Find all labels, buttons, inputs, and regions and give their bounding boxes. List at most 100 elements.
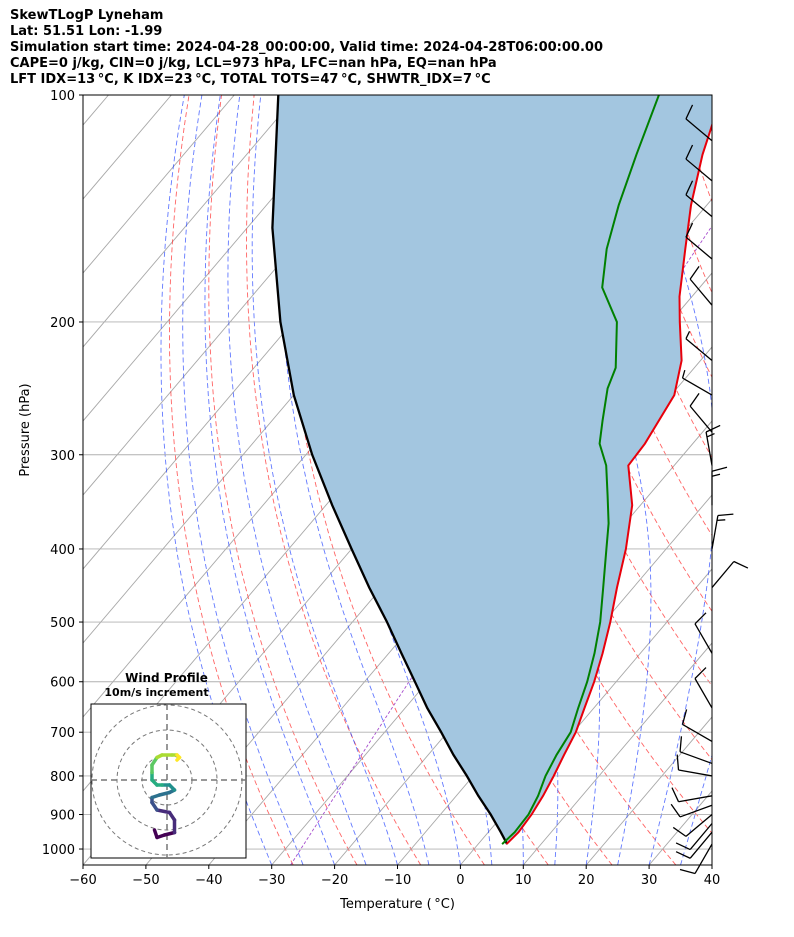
barb-staff: [685, 194, 713, 218]
wind-barb: [689, 393, 713, 433]
moist-adiabat-line: [711, 863, 712, 865]
barb-half-flag: [706, 432, 715, 438]
barb-flag: [671, 787, 680, 802]
hodograph-segment: [175, 755, 182, 762]
location-line: Lat: 51.51 Lon: -1.99: [10, 24, 163, 39]
moist-adiabat-line: [182, 95, 304, 865]
moist-adiabat-line: [251, 95, 398, 865]
moist-adiabat-line: [227, 95, 367, 865]
barb-flag: [685, 222, 694, 238]
wind-barb: [675, 823, 713, 851]
y-tick-label: 700: [50, 726, 75, 741]
y-tick-label: 400: [50, 543, 75, 558]
barb-flag: [685, 180, 694, 196]
moist-adiabat-line: [277, 95, 430, 865]
barb-flag: [681, 709, 688, 725]
dry-adiabat-line: [677, 95, 712, 203]
cape-cin-shading: [272, 95, 712, 845]
wind-barb: [694, 667, 713, 709]
y-axis-label: Pressure (hPa): [18, 383, 33, 476]
barb-staff: [705, 431, 713, 466]
barb-staff: [689, 823, 713, 850]
barb-flag: [717, 513, 734, 517]
x-tick-label: −30: [258, 873, 285, 888]
dry-adiabat-line: [743, 95, 794, 865]
barb-half-flag: [716, 519, 726, 522]
wind-barb: [705, 424, 721, 466]
wind-barb: [685, 180, 713, 218]
barb-staff: [685, 236, 713, 260]
y-tick-label: 600: [50, 676, 75, 691]
x-tick-label: 30: [641, 873, 658, 888]
wind-barb: [685, 144, 713, 182]
barb-half-flag: [685, 331, 691, 339]
time-line: Simulation start time: 2024-04-28_00:00:…: [10, 40, 603, 55]
barb-flag: [685, 144, 694, 160]
isotherm-line: [585, 716, 712, 865]
dry-adiabat-line: [246, 95, 422, 865]
y-tick-label: 500: [50, 616, 75, 631]
barb-flag: [694, 612, 707, 625]
barb-flag: [689, 266, 700, 280]
isotherm-line: [711, 864, 712, 865]
x-tick-label: 40: [704, 873, 721, 888]
x-tick-label: −60: [69, 873, 96, 888]
cape-line: CAPE=0 j/kg, CIN=0 j/kg, LCL=973 hPa, LF…: [10, 56, 497, 71]
dry-adiabat-line: [775, 95, 794, 865]
wind-barb: [671, 787, 713, 803]
barb-staff: [694, 678, 713, 709]
barb-staff: [685, 118, 713, 142]
dry-adiabat-line: [169, 95, 294, 865]
wind-barb: [685, 104, 713, 142]
y-tick-label: 900: [50, 809, 75, 824]
wind-barb: [681, 369, 713, 396]
dry-adiabat-line: [709, 95, 712, 103]
barb-staff: [685, 338, 713, 362]
barb-staff: [689, 831, 713, 859]
wind-barb: [675, 831, 713, 859]
hodograph-title: Wind Profile: [125, 671, 208, 685]
wind-barb: [679, 843, 713, 875]
barb-staff: [685, 158, 713, 182]
barb-flag: [694, 667, 707, 679]
axes: −60 −50 −40 −30 −20 −10 0 10 20 30 40 1000 900 800 700…: [18, 89, 720, 912]
x-tick-label: 10: [515, 873, 532, 888]
wind-barb: [711, 560, 749, 588]
x-axis-label: Temperature ( °C): [339, 897, 455, 912]
chart-title: SkewTLogP Lyneham: [10, 8, 164, 23]
x-tick-label: −10: [384, 873, 411, 888]
profile-lines: [271, 95, 712, 845]
moist-adiabat-line: [680, 753, 712, 865]
barb-staff: [689, 405, 713, 433]
barb-staff: [711, 561, 735, 588]
barb-flag: [711, 466, 728, 472]
wind-barb: [672, 814, 713, 837]
y-tick-label: 1000: [42, 843, 75, 858]
isotherm-line: [83, 95, 298, 348]
y-tick-label: 300: [50, 449, 75, 464]
wind-barb: [681, 709, 713, 743]
wind-barb: [685, 331, 713, 362]
isotherm-line: [83, 95, 235, 274]
x-tick-label: 0: [456, 873, 464, 888]
hodograph-plot: [91, 704, 246, 858]
barb-staff: [685, 814, 713, 837]
temperature-line: [505, 122, 712, 845]
wind-barb: [676, 754, 713, 777]
barb-flag: [685, 104, 694, 120]
wind-barb: [711, 513, 734, 550]
hodograph-segment: [155, 808, 172, 815]
isotherm-line: [83, 95, 361, 422]
isotherm-line: [522, 642, 712, 865]
parcel-line: [271, 95, 509, 845]
barb-flag: [679, 868, 696, 875]
barb-staff: [694, 623, 713, 654]
barb-flag: [733, 560, 749, 569]
barb-staff: [694, 843, 713, 874]
wind-barb: [679, 736, 713, 765]
y-tick-label: 200: [50, 316, 75, 331]
moist-adiabat-line: [160, 95, 273, 865]
index-line: LFT IDX=13 °C, K IDX=23 °C, TOTAL TOTS=4…: [10, 72, 491, 87]
wind-barb: [689, 266, 713, 306]
